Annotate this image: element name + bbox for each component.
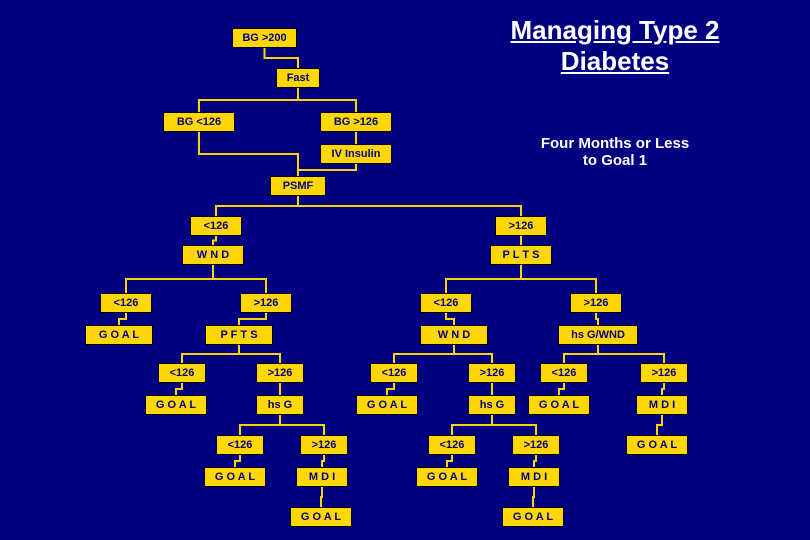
flowchart-node: BG >126 <box>320 112 392 132</box>
connector-line <box>534 455 536 467</box>
connector-line <box>265 48 299 68</box>
flowchart-node: G O A L <box>290 507 352 527</box>
flowchart-node: >126 <box>240 293 292 313</box>
connector-line <box>452 415 492 435</box>
flowchart-node: M D I <box>296 467 348 487</box>
flowchart-node: G O A L <box>145 395 207 415</box>
connector-line <box>521 265 596 293</box>
connector-line <box>446 313 454 325</box>
flowchart-node: M D I <box>636 395 688 415</box>
page-title: Managing Type 2 Diabetes <box>455 15 775 77</box>
flowchart-node: G O A L <box>502 507 564 527</box>
flowchart-node: >126 <box>570 293 622 313</box>
flowchart-node: P L T S <box>490 245 552 265</box>
flowchart-node: hs G/WND <box>558 325 638 345</box>
connector-line <box>216 196 298 216</box>
connector-line <box>213 265 266 293</box>
connector-line <box>533 487 534 507</box>
flowchart-node: G O A L <box>416 467 478 487</box>
connector-line <box>240 415 280 435</box>
connector-line <box>559 383 564 395</box>
flowchart-node: <126 <box>370 363 418 383</box>
connector-line <box>182 345 239 363</box>
connector-line <box>321 487 322 507</box>
flowchart-node: >126 <box>300 435 348 455</box>
flowchart-node: G O A L <box>626 435 688 455</box>
page-subtitle: Four Months or Less to Goal 1 <box>500 135 730 169</box>
connector-line <box>598 345 664 363</box>
connector-line <box>280 415 324 435</box>
flowchart-node: <126 <box>420 293 472 313</box>
connector-line <box>454 345 492 363</box>
connector-line <box>387 383 394 395</box>
connector-line <box>394 345 454 363</box>
flowchart-node: IV Insulin <box>320 144 392 164</box>
connector-line <box>298 164 356 176</box>
flowchart-node: hs G <box>468 395 516 415</box>
connector-line <box>119 313 126 325</box>
flowchart-node: W N D <box>420 325 488 345</box>
flowchart-node: W N D <box>182 245 244 265</box>
flowchart-node: >126 <box>468 363 516 383</box>
flowchart-node: <126 <box>216 435 264 455</box>
connector-line <box>298 88 356 112</box>
connector-line <box>596 313 598 325</box>
flowchart-node: >126 <box>512 435 560 455</box>
flowchart-node: P F T S <box>205 325 273 345</box>
connector-line <box>199 132 298 176</box>
flowchart-node: BG >200 <box>232 28 297 48</box>
flowchart-node: G O A L <box>356 395 418 415</box>
connector-line <box>447 455 452 467</box>
flowchart-node: Fast <box>276 68 320 88</box>
connector-line <box>235 455 240 467</box>
connector-line <box>213 236 216 245</box>
flowchart-node: <126 <box>540 363 588 383</box>
flowchart-node: <126 <box>100 293 152 313</box>
flowchart-node: hs G <box>256 395 304 415</box>
connector-layer <box>0 0 810 540</box>
flowchart-node: BG <126 <box>163 112 235 132</box>
flowchart-node: G O A L <box>204 467 266 487</box>
flowchart-node: G O A L <box>528 395 590 415</box>
flowchart-node: <126 <box>428 435 476 455</box>
flowchart-node: >126 <box>640 363 688 383</box>
flowchart-node: <126 <box>190 216 242 236</box>
connector-line <box>176 383 182 395</box>
flowchart-node: >126 <box>495 216 547 236</box>
flowchart-node: G O A L <box>85 325 153 345</box>
connector-line <box>298 196 521 216</box>
flowchart-node: PSMF <box>270 176 326 196</box>
connector-line <box>492 415 536 435</box>
connector-line <box>199 88 298 112</box>
connector-line <box>564 345 598 363</box>
flowchart-node: M D I <box>508 467 560 487</box>
connector-line <box>662 383 664 395</box>
connector-line <box>657 415 662 435</box>
connector-line <box>239 345 280 363</box>
connector-line <box>322 455 324 467</box>
flowchart-node: <126 <box>158 363 206 383</box>
flowchart-node: >126 <box>256 363 304 383</box>
connector-line <box>126 265 213 293</box>
connector-line <box>239 313 266 325</box>
connector-line <box>446 265 521 293</box>
